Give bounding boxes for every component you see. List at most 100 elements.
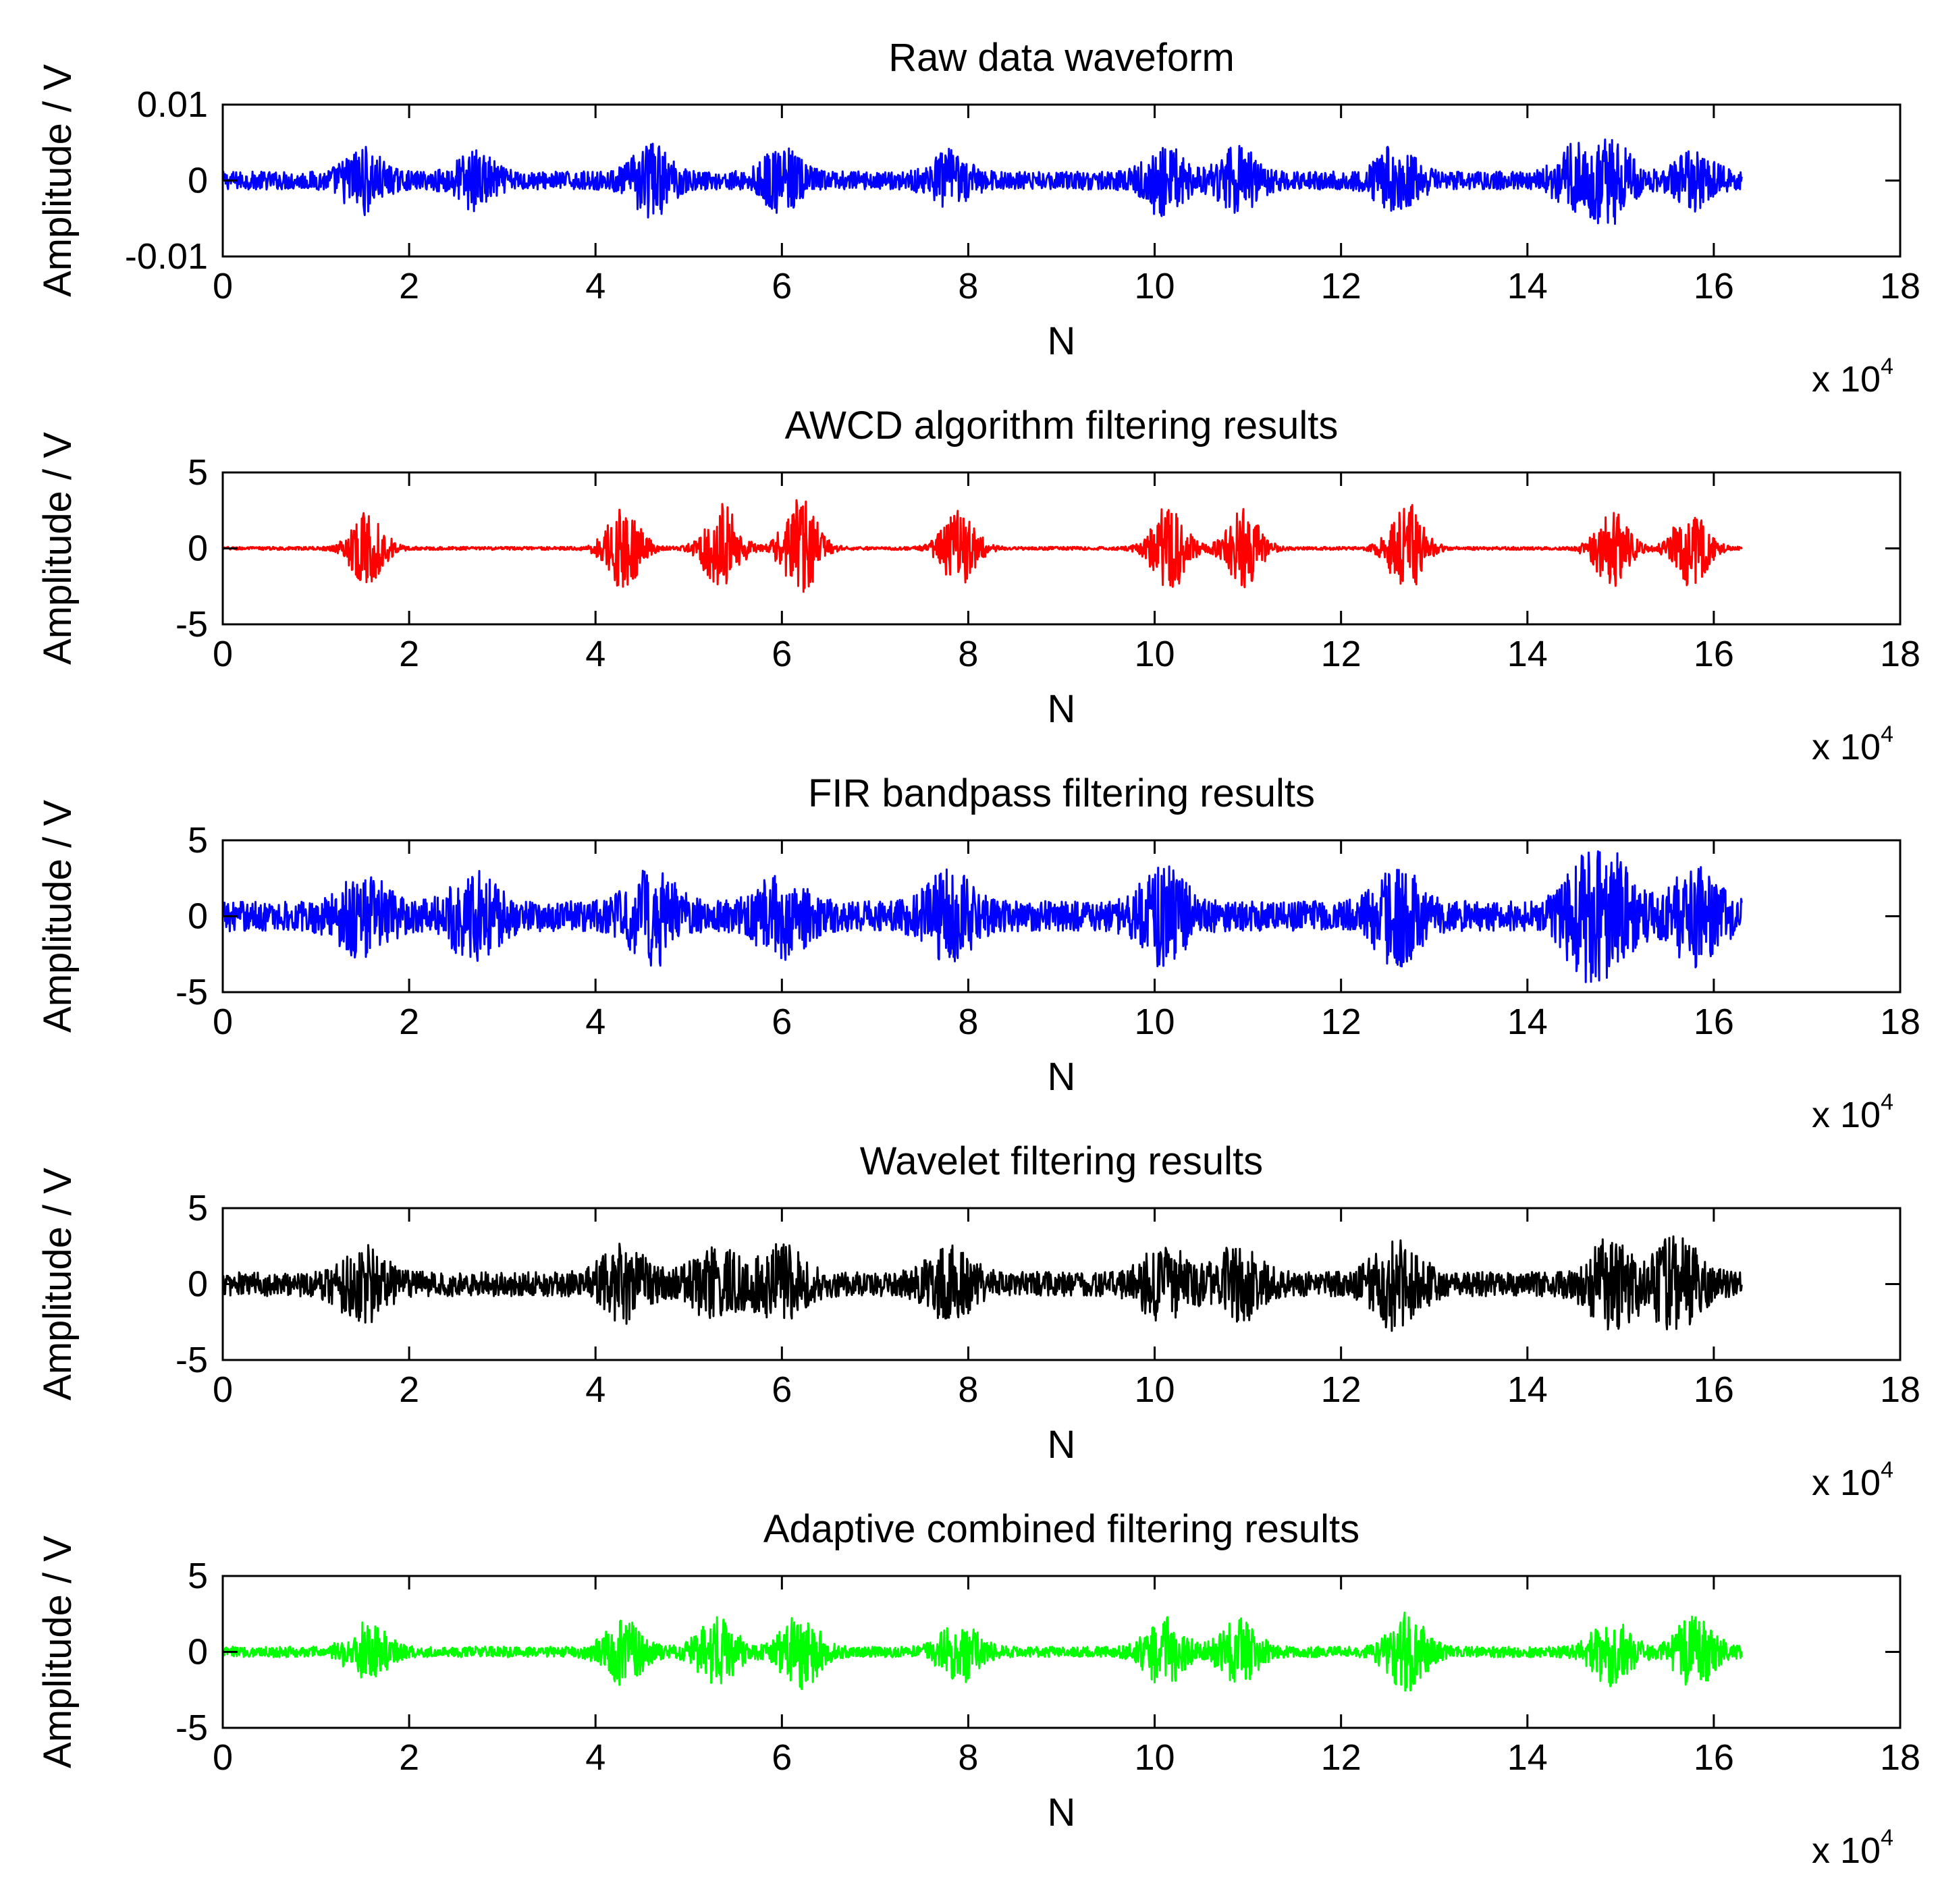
- x-tick-label: 16: [1694, 1369, 1734, 1410]
- x-tick-label: 18: [1880, 1369, 1920, 1410]
- y-tick-label: 0.01: [137, 84, 208, 125]
- x-tick-label: 12: [1321, 1737, 1362, 1778]
- y-axis-label: Amplitude / V: [36, 1168, 80, 1400]
- x-tick-label: 4: [585, 266, 605, 306]
- x-tick-label: 8: [958, 634, 978, 674]
- subplot-5: Adaptive combined filtering results 0 2 4 6 8…: [36, 1507, 1920, 1871]
- x-tick-label: 10: [1135, 1737, 1175, 1778]
- x-axis-multiplier: x 104: [1812, 354, 1893, 400]
- x-tick-label: 2: [399, 1002, 419, 1042]
- subplot-title: Raw data waveform: [888, 36, 1235, 80]
- subplot-title: Wavelet filtering results: [860, 1139, 1263, 1183]
- x-tick-label: 8: [958, 1369, 978, 1410]
- x-tick-label: 8: [958, 266, 978, 306]
- multiplier-exponent: 4: [1881, 1089, 1893, 1115]
- x-tick-label: 6: [772, 634, 792, 674]
- x-tick-label: 2: [399, 634, 419, 674]
- x-tick-label: 6: [772, 1002, 792, 1042]
- subplot-title: AWCD algorithm filtering results: [785, 404, 1339, 447]
- y-tick-label: 0: [188, 896, 208, 937]
- x-tick-label: 12: [1321, 1002, 1362, 1042]
- subplot-2: AWCD algorithm filtering results 0 2 4 6 8 10 1…: [36, 404, 1920, 767]
- x-tick-label: 4: [585, 634, 605, 674]
- y-tick-label: 5: [188, 1556, 208, 1596]
- x-tick-label: 10: [1135, 1002, 1175, 1042]
- x-axis-label: N: [1048, 1791, 1076, 1834]
- x-axis-multiplier: x 104: [1812, 1457, 1893, 1503]
- x-tick-label: 2: [399, 266, 419, 306]
- y-axis-label: Amplitude / V: [36, 64, 80, 297]
- multiplier-base: x 10: [1812, 1095, 1881, 1135]
- series-line: [221, 499, 1743, 593]
- x-tick-label: 16: [1694, 1737, 1734, 1778]
- y-axis-label: Amplitude / V: [36, 1535, 80, 1768]
- x-tick-label: 14: [1507, 1002, 1548, 1042]
- x-tick-label: 0: [213, 634, 233, 674]
- y-tick-label: 0: [188, 1632, 208, 1672]
- y-tick-label: 0: [188, 1264, 208, 1305]
- x-axis-label: N: [1048, 687, 1076, 731]
- x-tick-label: 14: [1507, 266, 1548, 306]
- x-tick-label: 14: [1507, 1737, 1548, 1778]
- y-tick-label: 0: [188, 528, 208, 569]
- x-axis-label: N: [1048, 1423, 1076, 1467]
- y-axis-label: Amplitude / V: [36, 800, 80, 1033]
- x-axis-label: N: [1048, 1055, 1076, 1099]
- y-tick-label: 5: [188, 452, 208, 493]
- multiplier-base: x 10: [1812, 1463, 1881, 1503]
- series-line: [221, 138, 1743, 225]
- x-tick-label: 12: [1321, 1369, 1362, 1410]
- multiplier-base: x 10: [1812, 359, 1881, 400]
- x-tick-label: 2: [399, 1369, 419, 1410]
- x-tick-label: 0: [213, 1737, 233, 1778]
- x-tick-label: 4: [585, 1002, 605, 1042]
- x-tick-label: 12: [1321, 634, 1362, 674]
- subplot-3: FIR bandpass filtering results 0 2 4 6 8 10 12 1…: [36, 771, 1920, 1135]
- series-line: [221, 1611, 1743, 1692]
- x-tick-label: 14: [1507, 1369, 1548, 1410]
- y-tick-label: 0: [188, 161, 208, 201]
- y-tick-label: -5: [176, 604, 208, 645]
- x-tick-label: 6: [772, 1369, 792, 1410]
- multiplier-exponent: 4: [1881, 1457, 1893, 1483]
- x-tick-label: 6: [772, 266, 792, 306]
- y-tick-label: -5: [176, 1340, 208, 1380]
- x-tick-label: 16: [1694, 1002, 1734, 1042]
- y-axis-label: Amplitude / V: [36, 432, 80, 665]
- x-tick-label: 0: [213, 266, 233, 306]
- x-tick-label: 18: [1880, 634, 1920, 674]
- x-tick-label: 4: [585, 1369, 605, 1410]
- x-axis-multiplier: x 104: [1812, 1825, 1893, 1871]
- x-tick-label: 16: [1694, 634, 1734, 674]
- x-tick-label: 2: [399, 1737, 419, 1778]
- subplot-4: Wavelet filtering results 0 2 4 6 8 10 12 14 16 18…: [36, 1139, 1920, 1503]
- x-tick-label: 14: [1507, 634, 1548, 674]
- x-tick-label: 0: [213, 1369, 233, 1410]
- y-tick-label: 5: [188, 820, 208, 861]
- x-tick-label: 10: [1135, 266, 1175, 306]
- x-axis-multiplier: x 104: [1812, 1089, 1893, 1135]
- x-tick-label: 16: [1694, 266, 1734, 306]
- y-tick-label: -5: [176, 1708, 208, 1748]
- multiplier-base: x 10: [1812, 1830, 1881, 1871]
- multiplier-exponent: 4: [1881, 1825, 1893, 1851]
- x-tick-label: 10: [1135, 634, 1175, 674]
- y-tick-label: -5: [176, 972, 208, 1012]
- y-tick-label: 5: [188, 1188, 208, 1228]
- multiplier-exponent: 4: [1881, 354, 1893, 379]
- x-tick-label: 18: [1880, 266, 1920, 306]
- subplot-title: FIR bandpass filtering results: [808, 771, 1315, 815]
- subplot-title: Adaptive combined filtering results: [763, 1507, 1359, 1551]
- x-tick-label: 4: [585, 1737, 605, 1778]
- x-tick-label: 8: [958, 1002, 978, 1042]
- x-tick-label: 18: [1880, 1002, 1920, 1042]
- x-tick-label: 8: [958, 1737, 978, 1778]
- x-tick-label: 6: [772, 1737, 792, 1778]
- y-tick-label: -0.01: [125, 236, 208, 277]
- multiplier-base: x 10: [1812, 727, 1881, 767]
- x-tick-label: 12: [1321, 266, 1362, 306]
- series-line: [221, 850, 1743, 983]
- x-tick-label: 18: [1880, 1737, 1920, 1778]
